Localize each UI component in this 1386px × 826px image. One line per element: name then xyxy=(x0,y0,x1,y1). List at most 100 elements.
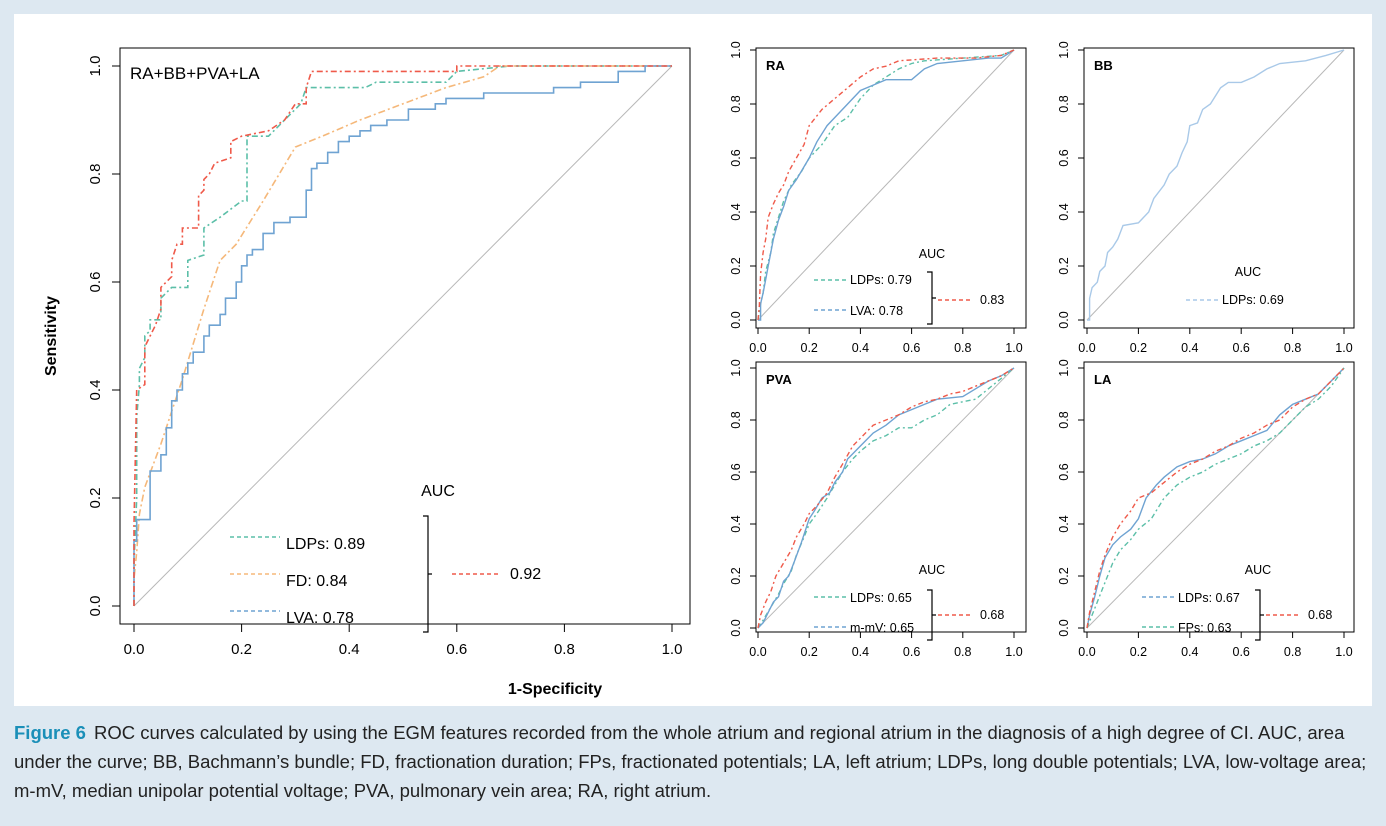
x-tick-label: 0.4 xyxy=(339,641,360,658)
y-tick-label: 0.6 xyxy=(729,463,743,480)
y-tick-label: 0.4 xyxy=(729,203,743,220)
x-tick-label: 0.8 xyxy=(1284,341,1301,355)
x-tick-label: 0.6 xyxy=(903,645,920,659)
y-tick-label: 1.0 xyxy=(1057,359,1071,376)
y-tick-label: 0.0 xyxy=(87,596,104,617)
y-tick-label: 0.2 xyxy=(729,257,743,274)
x-tick-label: 1.0 xyxy=(1005,341,1022,355)
x-tick-label: 0.8 xyxy=(1284,645,1301,659)
x-tick-label: 0.4 xyxy=(852,645,869,659)
x-tick-label: 0.2 xyxy=(801,341,818,355)
figure-label: Figure 6 xyxy=(14,722,86,743)
roc-curve-series xyxy=(133,65,672,606)
legend: AUC LDPs: 0.67 FPs: 0.63 0.68 xyxy=(1142,563,1332,641)
legend-brace xyxy=(927,589,936,641)
y-tick-label: 0.0 xyxy=(1057,311,1071,328)
y-tick-label: 1.0 xyxy=(729,359,743,376)
x-tick-label: 0.6 xyxy=(1233,645,1250,659)
legend-entry-combined: 0.68 xyxy=(980,608,1004,622)
x-tick-label: 0.0 xyxy=(124,641,145,658)
legend-entry: LVA: 0.78 xyxy=(286,610,354,627)
roc-curve-series xyxy=(133,65,672,606)
legend-entry: LDPs: 0.89 xyxy=(286,536,365,553)
roc-curve-series xyxy=(758,49,1015,321)
roc-curve-series xyxy=(133,65,672,606)
y-tick-label: 0.8 xyxy=(729,411,743,428)
plot-frame xyxy=(1083,361,1355,633)
legend-entry: m-mV: 0.65 xyxy=(850,621,914,635)
y-tick-label: 1.0 xyxy=(87,56,104,77)
figure-panel: 0.0 0.2 0.4 0.6 0.8 1.0 0.0 0.2 0.4 0.6 0.8 1.0 RA+B… xyxy=(14,14,1372,706)
legend: AUC LDPs: 0.79 LVA: 0.78 0.83 xyxy=(814,247,1004,325)
x-tick-label: 0.0 xyxy=(749,645,766,659)
x-tick-label: 0.8 xyxy=(554,641,575,658)
y-tick-label: 0.0 xyxy=(1057,619,1071,636)
legend-title: AUC xyxy=(421,483,455,500)
legend-brace xyxy=(423,515,432,633)
plot-frame xyxy=(119,47,691,625)
x-tick-label: 0.0 xyxy=(749,341,766,355)
x-tick-label: 1.0 xyxy=(1335,645,1352,659)
y-tick-label: 0.2 xyxy=(87,488,104,509)
legend: AUC LDPs: 0.89 FD: 0.84 LVA: 0.78 0.92 xyxy=(230,483,541,633)
legend-title: AUC xyxy=(919,563,945,577)
y-tick-label: 1.0 xyxy=(1057,41,1071,58)
chart-title: RA+BB+PVA+LA xyxy=(130,64,260,83)
legend-entry: LDPs: 0.65 xyxy=(850,591,912,605)
x-tick-label: 1.0 xyxy=(1335,341,1352,355)
legend-entry: LDPs: 0.69 xyxy=(1222,293,1284,307)
roc-curve-series xyxy=(757,367,1015,629)
y-axis-label: Sensitivity xyxy=(43,296,60,376)
roc-chart-pva: 0.0 0.2 0.4 0.6 0.8 1.0 0.0 0.2 0.4 0.6 0.8 1.0 PVA A… xyxy=(729,359,1027,659)
reference-diagonal xyxy=(757,49,1015,321)
x-tick-label: 1.0 xyxy=(1005,645,1022,659)
y-tick-label: 0.2 xyxy=(729,567,743,584)
x-tick-label: 0.6 xyxy=(446,641,467,658)
roc-curve-series xyxy=(757,367,1015,629)
legend-entry: LDPs: 0.79 xyxy=(850,273,912,287)
roc-curve-series xyxy=(1086,367,1345,629)
y-tick-label: 0.8 xyxy=(1057,411,1071,428)
legend: AUC LDPs: 0.69 xyxy=(1186,265,1284,307)
y-tick-label: 0.4 xyxy=(87,380,104,401)
legend-entry-combined: 0.92 xyxy=(510,566,541,583)
x-tick-label: 0.0 xyxy=(1078,341,1095,355)
legend-entry: FPs: 0.63 xyxy=(1178,621,1232,635)
roc-chart-bb: 0.0 0.2 0.4 0.6 0.8 1.0 0.0 0.2 0.4 0.6 0.8 1.0 BB AU… xyxy=(1057,41,1355,355)
plot-frame xyxy=(755,361,1027,633)
x-tick-label: 1.0 xyxy=(662,641,683,658)
reference-diagonal xyxy=(133,65,673,607)
legend-entry: FD: 0.84 xyxy=(286,573,347,590)
reference-diagonal xyxy=(1086,367,1345,629)
y-tick-label: 0.0 xyxy=(729,619,743,636)
roc-chart-la: 0.0 0.2 0.4 0.6 0.8 1.0 0.0 0.2 0.4 0.6 0.8 1.0 LA AU… xyxy=(1057,359,1355,659)
y-tick-label: 0.0 xyxy=(729,311,743,328)
legend: AUC LDPs: 0.65 m-mV: 0.65 0.68 xyxy=(814,563,1004,641)
roc-chart-ra-bb-pva-la: 0.0 0.2 0.4 0.6 0.8 1.0 0.0 0.2 0.4 0.6 0.8 1.0 RA+B… xyxy=(43,47,691,698)
chart-title: PVA xyxy=(766,372,792,387)
x-tick-label: 0.4 xyxy=(1181,645,1198,659)
x-axis-label: 1-Specificity xyxy=(508,681,602,698)
y-tick-label: 0.2 xyxy=(1057,257,1071,274)
chart-title: RA xyxy=(766,58,785,73)
legend-entry: LVA: 0.78 xyxy=(850,304,903,318)
roc-curve-series xyxy=(133,65,672,606)
y-tick-label: 0.6 xyxy=(87,272,104,293)
legend-title: AUC xyxy=(919,247,945,261)
y-tick-label: 0.6 xyxy=(729,149,743,166)
x-tick-label: 0.4 xyxy=(852,341,869,355)
x-tick-label: 0.2 xyxy=(1130,645,1147,659)
roc-curve-series xyxy=(1087,49,1345,321)
y-tick-label: 0.6 xyxy=(1057,463,1071,480)
x-tick-label: 0.8 xyxy=(954,341,971,355)
reference-diagonal xyxy=(1086,49,1345,321)
x-tick-label: 0.8 xyxy=(954,645,971,659)
reference-diagonal xyxy=(757,367,1015,629)
legend-title: AUC xyxy=(1245,563,1271,577)
x-tick-label: 0.2 xyxy=(801,645,818,659)
legend-brace xyxy=(1255,589,1264,641)
chart-title: LA xyxy=(1094,372,1112,387)
y-tick-label: 1.0 xyxy=(729,41,743,58)
roc-figure: 0.0 0.2 0.4 0.6 0.8 1.0 0.0 0.2 0.4 0.6 0.8 1.0 RA+B… xyxy=(43,41,1355,698)
x-tick-label: 0.2 xyxy=(1130,341,1147,355)
